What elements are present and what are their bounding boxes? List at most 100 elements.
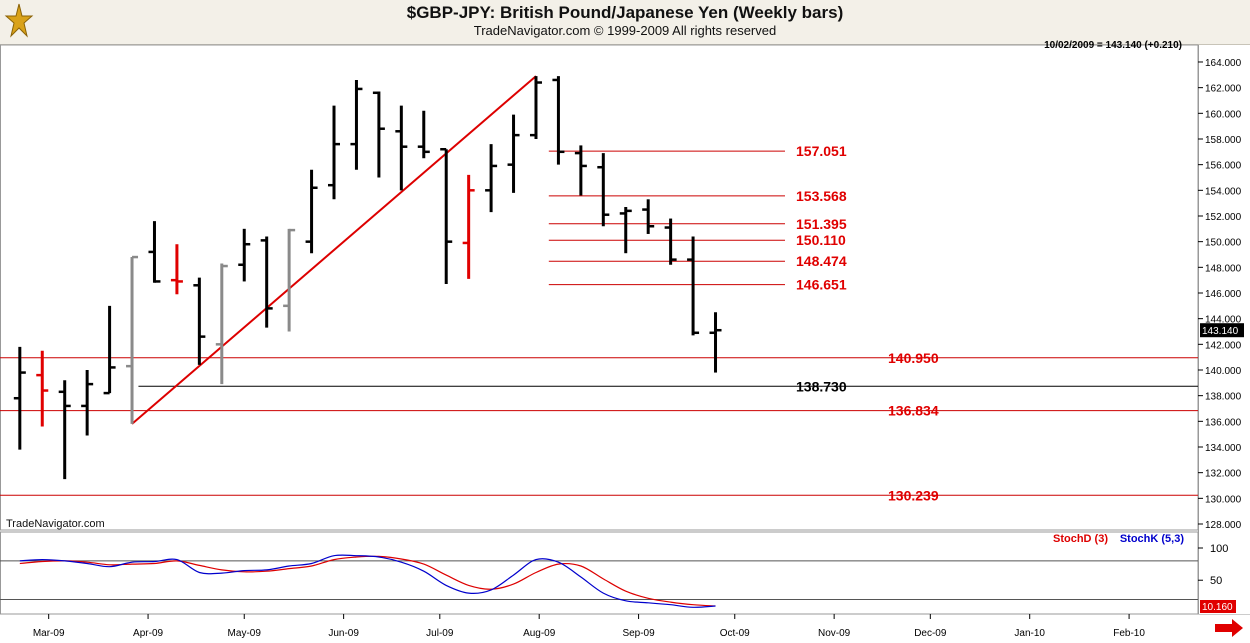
date-tick-label: Jul-09 bbox=[426, 628, 454, 639]
level-label: 151.395 bbox=[796, 216, 847, 232]
price-tick-label: 134.000 bbox=[1205, 443, 1242, 454]
chart-annotations: 10/02/2009 = 143.140 (+0.210) TradeNavig… bbox=[6, 40, 1184, 545]
price-bar bbox=[395, 105, 408, 191]
price-bar bbox=[552, 76, 565, 165]
price-tick-label: 140.000 bbox=[1205, 366, 1242, 377]
price-tick-label: 136.000 bbox=[1205, 417, 1242, 428]
date-tick-label: Aug-09 bbox=[523, 628, 556, 639]
price-bar bbox=[574, 145, 587, 196]
price-bar bbox=[283, 228, 296, 332]
price-bar bbox=[36, 350, 49, 427]
price-bar bbox=[215, 263, 228, 385]
price-bar bbox=[709, 312, 722, 373]
level-label: 140.950 bbox=[888, 350, 939, 366]
scroll-right-arrow-icon[interactable] bbox=[1215, 619, 1243, 637]
level-label: 130.239 bbox=[888, 487, 939, 503]
price-bar bbox=[507, 114, 520, 193]
stochastic-panel-frame bbox=[0, 531, 1199, 615]
stoch-tick-label: 50 bbox=[1210, 575, 1222, 587]
stoch-last-tag-label: 10.160 bbox=[1202, 602, 1233, 613]
quote-readout: 10/02/2009 = 143.140 (+0.210) bbox=[1044, 40, 1182, 51]
price-tick-label: 162.000 bbox=[1205, 84, 1242, 95]
price-tick-label: 164.000 bbox=[1205, 58, 1242, 69]
price-tick-label: 148.000 bbox=[1205, 263, 1242, 274]
price-bar bbox=[440, 148, 453, 285]
price-bar bbox=[462, 174, 475, 279]
date-axis: Mar-09 Apr-09 May-09 Jun-09 Jul-09 Aug-09 Sep-… bbox=[33, 614, 1145, 639]
level-label: 146.651 bbox=[796, 277, 847, 293]
chart-subtitle: TradeNavigator.com © 1999-2009 All right… bbox=[473, 23, 777, 38]
price-bar bbox=[597, 153, 610, 227]
price-tick-label: 138.000 bbox=[1205, 392, 1242, 403]
stochastic-panel: 50 100 10.160 bbox=[0, 543, 1236, 613]
last-price-tag bbox=[1200, 323, 1244, 338]
price-bars bbox=[13, 76, 722, 480]
price-bar bbox=[148, 221, 161, 283]
last-price-tag-label: 143.140 bbox=[1202, 326, 1239, 337]
price-bar bbox=[485, 144, 498, 213]
chart-header: $GBP-JPY: British Pound/Japanese Yen (We… bbox=[0, 0, 1250, 45]
stoch-k-legend: StochK (5,3) bbox=[1120, 533, 1185, 545]
price-bar bbox=[81, 369, 94, 436]
date-tick-label: Feb-10 bbox=[1113, 628, 1145, 639]
date-tick-label: Nov-09 bbox=[818, 628, 851, 639]
stoch-last-tag bbox=[1200, 600, 1236, 613]
level-label: 150.110 bbox=[796, 232, 846, 248]
date-tick-label: Oct-09 bbox=[720, 628, 750, 639]
price-bar bbox=[170, 244, 183, 295]
price-bar bbox=[328, 105, 341, 200]
level-label: 136.834 bbox=[888, 403, 939, 419]
price-tick-label: 142.000 bbox=[1205, 340, 1242, 351]
price-panel-frame bbox=[0, 44, 1199, 531]
stoch-tick-label: 100 bbox=[1210, 543, 1228, 555]
trendline bbox=[131, 75, 537, 425]
navigation bbox=[1215, 619, 1243, 637]
price-tick-label: 156.000 bbox=[1205, 161, 1242, 172]
price-tick-label: 150.000 bbox=[1205, 238, 1242, 249]
chart-frame bbox=[0, 44, 1250, 615]
date-tick-label: May-09 bbox=[228, 628, 262, 639]
level-label: 153.568 bbox=[796, 188, 847, 204]
watermark-text: TradeNavigator.com bbox=[6, 518, 105, 530]
level-label: 138.730 bbox=[796, 378, 847, 394]
price-bar bbox=[687, 236, 700, 336]
price-bar bbox=[664, 218, 677, 265]
level-label: 157.051 bbox=[796, 143, 847, 159]
price-bar bbox=[238, 228, 251, 282]
date-tick-label: Jun-09 bbox=[328, 628, 359, 639]
price-bar bbox=[305, 169, 318, 254]
price-tick-label: 128.000 bbox=[1205, 520, 1242, 531]
price-bar bbox=[193, 277, 206, 365]
price-tick-label: 144.000 bbox=[1205, 315, 1242, 326]
price-tick-label: 130.000 bbox=[1205, 494, 1242, 505]
stoch-d-legend: StochD (3) bbox=[1053, 533, 1108, 545]
price-bar bbox=[529, 76, 542, 139]
price-tick-label: 158.000 bbox=[1205, 135, 1242, 146]
date-tick-label: Mar-09 bbox=[33, 628, 65, 639]
price-tick-label: 154.000 bbox=[1205, 186, 1242, 197]
price-bar bbox=[13, 346, 26, 450]
price-bar bbox=[417, 110, 430, 159]
price-bar bbox=[372, 91, 385, 178]
trendline-layer bbox=[131, 75, 537, 425]
price-bar bbox=[619, 207, 632, 254]
price-bar bbox=[126, 255, 139, 424]
price-bar bbox=[58, 380, 71, 480]
date-tick-label: Jan-10 bbox=[1014, 628, 1045, 639]
trade-navigator-logo-icon bbox=[4, 3, 34, 38]
chart-title: $GBP-JPY: British Pound/Japanese Yen (We… bbox=[406, 3, 844, 22]
date-tick-label: Apr-09 bbox=[133, 628, 163, 639]
price-axis: 128.000 130.000 132.000 134.000 136.000 138.0… bbox=[1198, 58, 1244, 531]
date-tick-label: Dec-09 bbox=[914, 628, 947, 639]
price-bar bbox=[260, 236, 273, 328]
price-bar bbox=[642, 199, 655, 234]
price-tick-label: 152.000 bbox=[1205, 212, 1242, 223]
price-bar bbox=[350, 79, 363, 170]
level-label: 148.474 bbox=[796, 253, 847, 269]
price-tick-label: 160.000 bbox=[1205, 109, 1242, 120]
stoch-k-line bbox=[19, 554, 716, 608]
price-tick-label: 132.000 bbox=[1205, 469, 1242, 480]
date-tick-label: Sep-09 bbox=[622, 628, 655, 639]
